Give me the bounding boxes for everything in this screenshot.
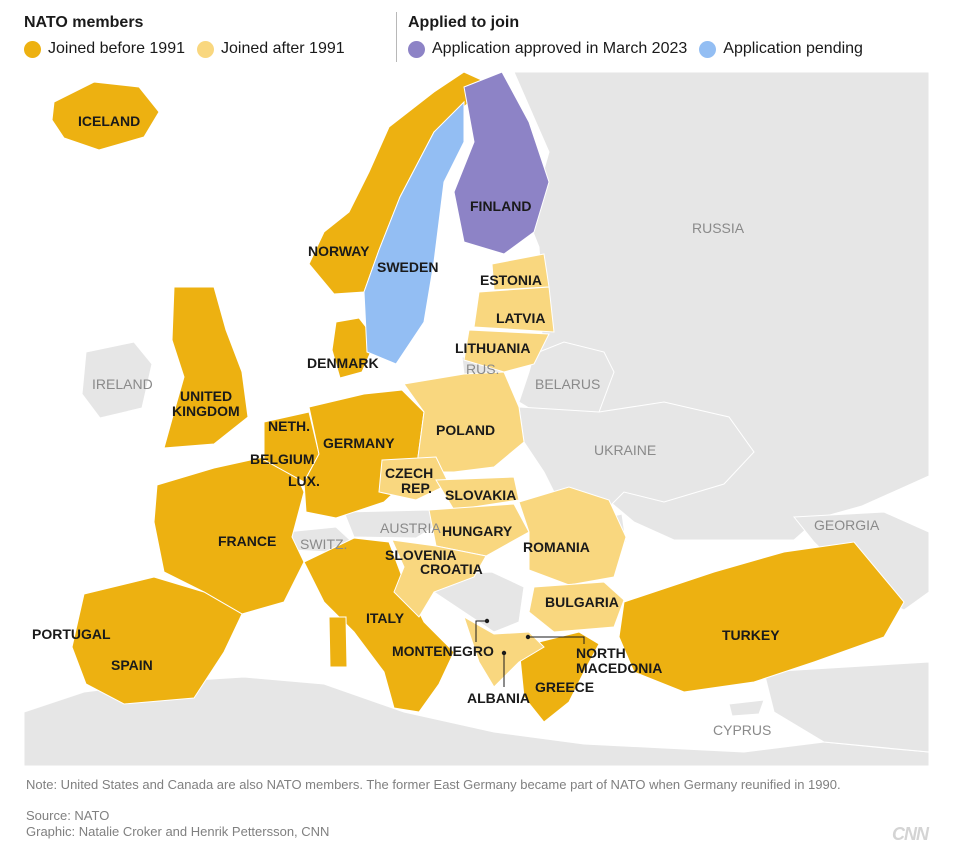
label-sweden: SWEDEN <box>377 259 438 275</box>
members-before-1991 <box>51 72 905 723</box>
label-greece: GREECE <box>535 679 594 695</box>
label-norway: NORWAY <box>308 243 370 259</box>
legend-item-approved: Application approved in March 2023 <box>408 39 687 59</box>
iberia-shape <box>71 576 243 705</box>
label-north-macedonia-line2: MACEDONIA <box>576 660 662 676</box>
graphic-credit: Graphic: Natalie Croker and Henrik Pette… <box>26 824 330 839</box>
leader-line-montenegro <box>475 620 487 642</box>
label-austria: AUSTRIA <box>380 520 441 536</box>
latvia-shape <box>473 286 555 333</box>
leader-dot-albania <box>501 650 507 656</box>
legend-label-after-1991: Joined after 1991 <box>221 40 345 57</box>
legend-item-before-1991: Joined before 1991 <box>24 39 185 59</box>
legend-swatch-before-1991 <box>24 40 41 58</box>
label-portugal: PORTUGAL <box>32 626 111 642</box>
label-montenegro: MONTENEGRO <box>392 643 494 659</box>
sardinia-shape <box>328 616 348 668</box>
legend-group-nato-members: NATO members Joined before 1991 Joined a… <box>24 12 345 59</box>
label-north-macedonia-line1: NORTH <box>576 645 626 661</box>
label-slovakia: SLOVAKIA <box>445 487 516 503</box>
ireland-shape <box>81 341 153 419</box>
label-poland: POLAND <box>436 422 495 438</box>
label-belgium: BELGIUM <box>250 451 315 467</box>
legend-title-applied: Applied to join <box>408 14 520 31</box>
legend-item-after-1991: Joined after 1991 <box>197 39 345 59</box>
label-belarus: BELARUS <box>535 376 600 392</box>
europe-map: ICELAND FINLAND RUSSIA NORWAY SWEDEN EST… <box>24 72 929 766</box>
label-cyprus: CYPRUS <box>713 722 771 738</box>
iceland-shape <box>51 81 160 151</box>
label-russia: RUSSIA <box>692 220 745 236</box>
legend-swatch-pending <box>699 40 717 58</box>
turkey-shape <box>618 541 905 693</box>
label-lithuania: LITHUANIA <box>455 340 530 356</box>
label-iceland: ICELAND <box>78 113 140 129</box>
slovakia-shape <box>435 476 520 511</box>
cyprus-shape <box>728 699 765 717</box>
label-georgia: GEORGIA <box>814 517 880 533</box>
label-albania: ALBANIA <box>467 690 530 706</box>
label-estonia: ESTONIA <box>480 272 542 288</box>
cnn-logo: CNN <box>892 824 929 844</box>
italy-shape <box>303 537 455 713</box>
legend-swatch-approved <box>408 40 425 58</box>
footnote: Note: United States and Canada are also … <box>26 777 841 792</box>
finland-shape <box>453 72 550 255</box>
legend-label-before-1991: Joined before 1991 <box>48 40 185 57</box>
austria-shape <box>343 509 443 539</box>
label-france: FRANCE <box>218 533 276 549</box>
label-germany: GERMANY <box>323 435 395 451</box>
legend-label-pending: Application pending <box>723 40 863 57</box>
legend-label-approved: Application approved in March 2023 <box>432 40 688 57</box>
ukraine-shape <box>518 401 755 513</box>
source-credit: Source: NATO <box>26 808 110 823</box>
legend-group-applied: Applied to join Application approved in … <box>396 12 863 62</box>
serbia-bosnia-shape <box>428 571 525 633</box>
leader-dots <box>484 618 531 656</box>
legend-swatch-after-1991 <box>197 40 214 58</box>
label-ireland: IRELAND <box>92 376 153 392</box>
label-ukraine: UKRAINE <box>594 442 656 458</box>
label-hungary: HUNGARY <box>442 523 513 539</box>
leader-dot-montenegro <box>484 618 490 624</box>
slovenia-croatia-shape <box>391 539 487 618</box>
bulgaria-shape <box>528 581 625 633</box>
label-slovenia: SLOVENIA <box>385 547 457 563</box>
uk-shape <box>163 286 249 449</box>
label-romania: ROMANIA <box>523 539 590 555</box>
legend-item-pending: Application pending <box>699 39 863 59</box>
greece-shape <box>518 631 600 723</box>
label-czech-line2: REP. <box>401 480 432 496</box>
label-denmark: DENMARK <box>307 355 379 371</box>
sweden-shape <box>363 100 465 365</box>
legend-title-members: NATO members <box>24 14 144 31</box>
romania-shape <box>518 486 627 586</box>
legend: NATO members Joined before 1991 Joined a… <box>24 12 934 68</box>
leader-line-north-macedonia <box>528 636 585 644</box>
label-uk-line1: UNITED <box>180 388 232 404</box>
label-bulgaria: BULGARIA <box>545 594 619 610</box>
label-italy: ITALY <box>366 610 405 626</box>
label-luxembourg: LUX. <box>288 473 320 489</box>
label-netherlands: NETH. <box>268 418 310 434</box>
map-svg: ICELAND FINLAND RUSSIA NORWAY SWEDEN EST… <box>24 72 929 766</box>
label-turkey: TURKEY <box>722 627 780 643</box>
label-uk-line2: KINGDOM <box>172 403 240 419</box>
label-spain: SPAIN <box>111 657 153 673</box>
hungary-shape <box>428 503 530 557</box>
label-czech-line1: CZECH <box>385 465 433 481</box>
denmark-shape <box>331 317 377 379</box>
lithuania-shape <box>463 329 550 373</box>
middle-east-shape <box>763 661 929 753</box>
label-latvia: LATVIA <box>496 310 546 326</box>
label-switzerland: SWITZ. <box>300 536 347 552</box>
members-after-1991 <box>378 253 627 688</box>
czech-shape <box>378 456 450 501</box>
label-rus: RUS. <box>466 361 499 377</box>
label-croatia: CROATIA <box>420 561 483 577</box>
label-finland: FINLAND <box>470 198 531 214</box>
leader-lines <box>475 620 585 687</box>
leader-dot-north-macedonia <box>525 634 531 640</box>
poland-shape <box>403 371 525 473</box>
